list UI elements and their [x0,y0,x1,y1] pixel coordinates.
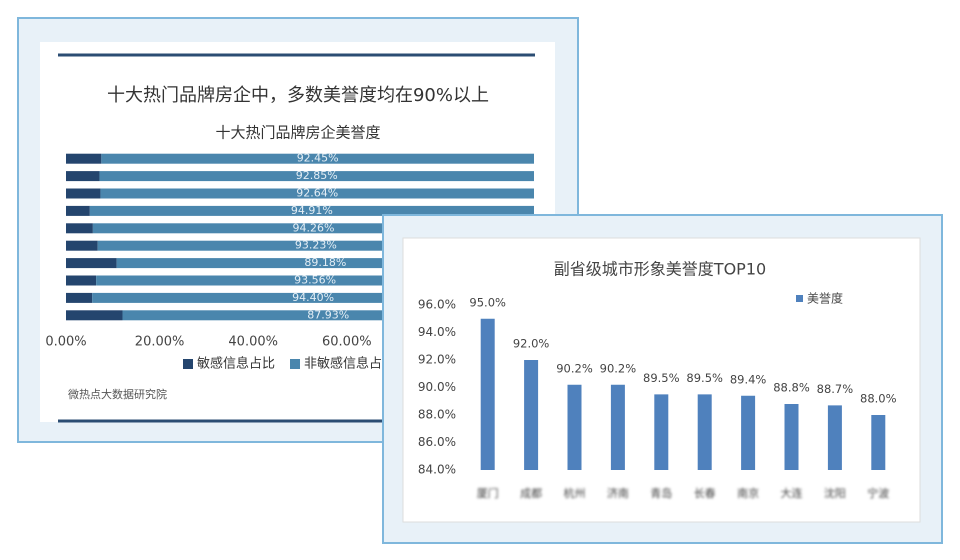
x-tick-label: 大连 [781,486,803,500]
y-tick-label: 86.0% [418,435,456,449]
value-label: 94.91% [291,204,333,217]
value-label: 94.26% [292,221,334,234]
x-tick-label: 60.00% [322,335,372,350]
x-tick-label: 济南 [607,486,629,500]
bar-segment [66,240,98,251]
value-label: 94.40% [292,291,334,304]
bar-segment [99,171,534,182]
x-tick-label: 长春 [694,487,716,500]
value-label: 88.0% [860,392,897,406]
bar-segment [66,205,90,216]
y-tick-label: 84.0% [418,463,456,477]
bar-segment [66,310,123,321]
title: 十大热门品牌房企中，多数美誉度均在90%以上 [107,85,489,106]
value-label: 92.64% [296,187,338,200]
x-tick-label: 成都 [520,487,542,500]
bar [827,405,842,470]
panel-2: 副省级城市形象美誉度TOP10 84.0% 86.0% 88.0% 90.0% 92.0… [382,214,943,544]
legend-swatch [290,359,300,369]
value-label: 93.56% [294,274,336,287]
x-tick-label: 40.00% [228,335,278,350]
bar-segment [66,275,97,286]
legend-label: 敏感信息占比 [197,356,275,372]
bar-segment [66,223,93,234]
bar-segment [89,205,534,216]
value-label: 92.85% [296,169,338,182]
value-label: 92.45% [297,152,339,165]
bar-segment [122,310,534,321]
value-label: 93.23% [295,239,337,252]
bar-segment [66,292,93,303]
bar-segment [116,258,534,269]
value-label: 88.8% [773,381,810,395]
value-label: 89.4% [730,372,767,386]
value-label: 90.2% [556,361,593,375]
title: 副省级城市形象美誉度TOP10 [554,260,766,279]
value-label: 88.7% [817,382,854,396]
bar [480,318,495,470]
legend-label: 美誉度 [807,291,843,306]
y-tick-label: 96.0% [418,298,456,312]
bar-segment [66,258,117,269]
bar-segment [97,240,535,251]
bar-segment [96,275,535,286]
x-tick-label: 厦门 [477,486,499,500]
value-label: 90.2% [600,361,637,375]
x-tick-label: 杭州 [564,486,586,500]
bar-segment [66,171,100,182]
bar-segment [66,188,101,199]
bar-segment [92,223,535,234]
source: 微热点大数据研究院 [68,387,167,401]
subtitle: 十大热门品牌房企美誉度 [215,124,380,142]
x-tick-label: 南京 [737,486,759,500]
value-label: 87.93% [307,308,349,321]
bar [654,394,669,470]
bar [610,384,625,470]
bar [871,415,886,470]
y-tick-label: 94.0% [418,325,456,339]
bar [524,360,539,470]
bar-segment [101,153,535,164]
legend-swatch [183,359,193,369]
y-tick-label: 92.0% [418,353,456,367]
bar [697,394,712,470]
value-label: 89.5% [686,371,723,385]
value-label: 95.0% [469,295,506,309]
bar-segment [66,153,102,164]
legend-label: 非敏感信息占比 [304,356,395,372]
x-tick-label: 宁波 [867,486,889,500]
value-label: 92.0% [513,337,550,351]
x-tick-label: 20.00% [135,335,185,350]
x-tick-label: 0.00% [45,335,86,350]
bar [741,395,756,470]
legend-swatch [796,295,803,302]
y-tick-label: 88.0% [418,408,456,422]
bar [567,384,582,470]
x-tick-label: 沈阳 [824,486,846,500]
bar-segment [92,292,534,303]
value-label: 89.18% [304,256,346,269]
x-tick-label: 青岛 [650,486,672,500]
value-label: 89.5% [643,371,680,385]
bar [784,404,799,470]
y-tick-label: 90.0% [418,380,456,394]
bar-segment [100,188,535,199]
